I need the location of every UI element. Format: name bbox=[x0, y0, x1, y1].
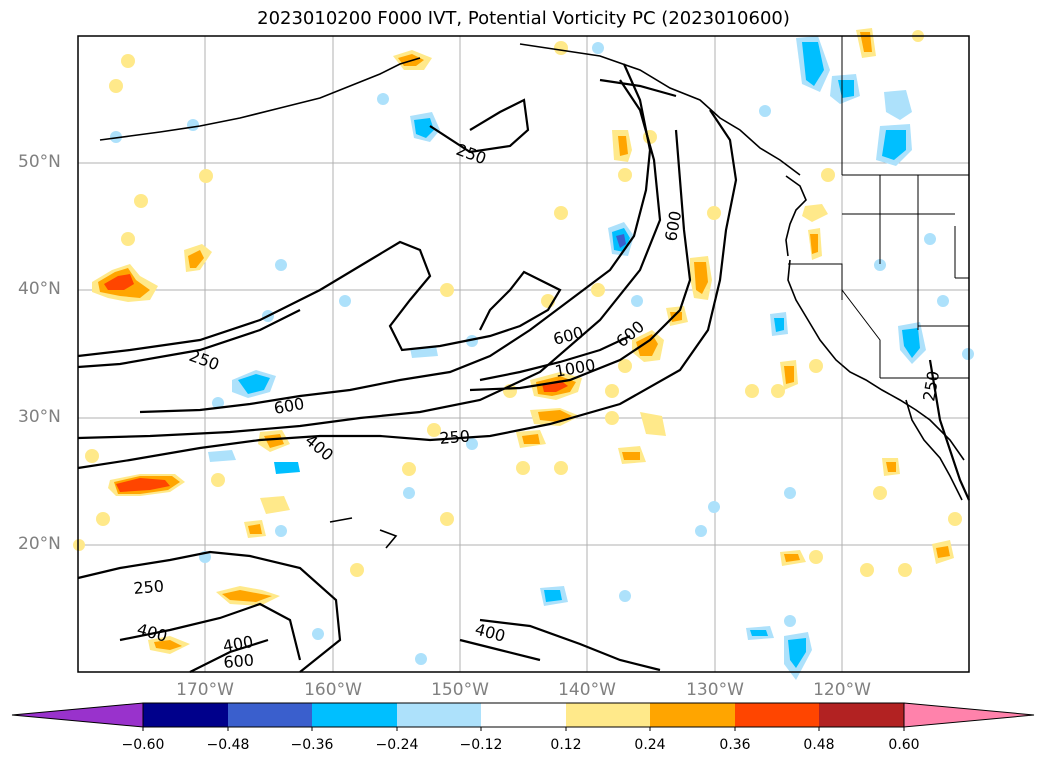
lon-label: 160°W bbox=[304, 680, 362, 700]
lon-label: 140°W bbox=[558, 680, 616, 700]
coastlines bbox=[99, 43, 965, 549]
colorbar bbox=[11, 702, 1035, 731]
colorbar-tick-label: −0.60 bbox=[121, 737, 165, 753]
gridlines bbox=[78, 36, 969, 672]
map-frame bbox=[77, 35, 970, 673]
colorbar-segment bbox=[481, 703, 566, 727]
colorbar-frame bbox=[142, 702, 905, 728]
colorbar-segment bbox=[312, 703, 397, 727]
borders bbox=[788, 36, 969, 379]
lat-label: 40°N bbox=[18, 279, 61, 299]
contour-label: 250 bbox=[439, 426, 471, 448]
colorbar-segment bbox=[397, 703, 481, 727]
lat-label: 20°N bbox=[18, 534, 61, 554]
colorbar-tick-label: 0.60 bbox=[888, 737, 920, 753]
colorbar-tick-label: 0.48 bbox=[803, 737, 835, 753]
lon-label: 120°W bbox=[813, 680, 871, 700]
colorbar-tick-label: 0.24 bbox=[634, 737, 666, 753]
colorbar-tick-label: −0.24 bbox=[375, 737, 419, 753]
contour-label: 600 bbox=[223, 650, 255, 672]
colorbar-tick-label: 0.36 bbox=[719, 737, 751, 753]
lat-label: 30°N bbox=[18, 407, 61, 427]
colorbar-tick-label: 0.12 bbox=[550, 737, 582, 753]
colorbar-segment bbox=[143, 703, 228, 727]
lon-label: 150°W bbox=[431, 680, 489, 700]
colorbar-tick-label: −0.48 bbox=[206, 737, 250, 753]
pv-positive-dots bbox=[73, 30, 962, 577]
colorbar-segment bbox=[650, 703, 735, 727]
colorbar-extend-low bbox=[11, 702, 144, 728]
lon-label: 130°W bbox=[686, 680, 744, 700]
lat-label: 50°N bbox=[18, 152, 61, 172]
colorbar-tick-label: −0.12 bbox=[459, 737, 503, 753]
colorbar-segment bbox=[566, 703, 650, 727]
colorbar-extend-high bbox=[903, 702, 1035, 728]
map-title: 2023010200 F000 IVT, Potential Vorticity… bbox=[257, 8, 790, 29]
colorbar-segment bbox=[735, 703, 819, 727]
pv-negative-patches bbox=[208, 36, 926, 680]
ivt-contours bbox=[77, 63, 971, 673]
colorbar-tick-label: −0.36 bbox=[290, 737, 334, 753]
contour-label: 250 bbox=[133, 576, 165, 598]
colorbar-segment bbox=[228, 703, 312, 727]
map-background bbox=[78, 36, 969, 672]
colorbar-segment bbox=[819, 703, 904, 727]
lon-label: 170°W bbox=[176, 680, 234, 700]
